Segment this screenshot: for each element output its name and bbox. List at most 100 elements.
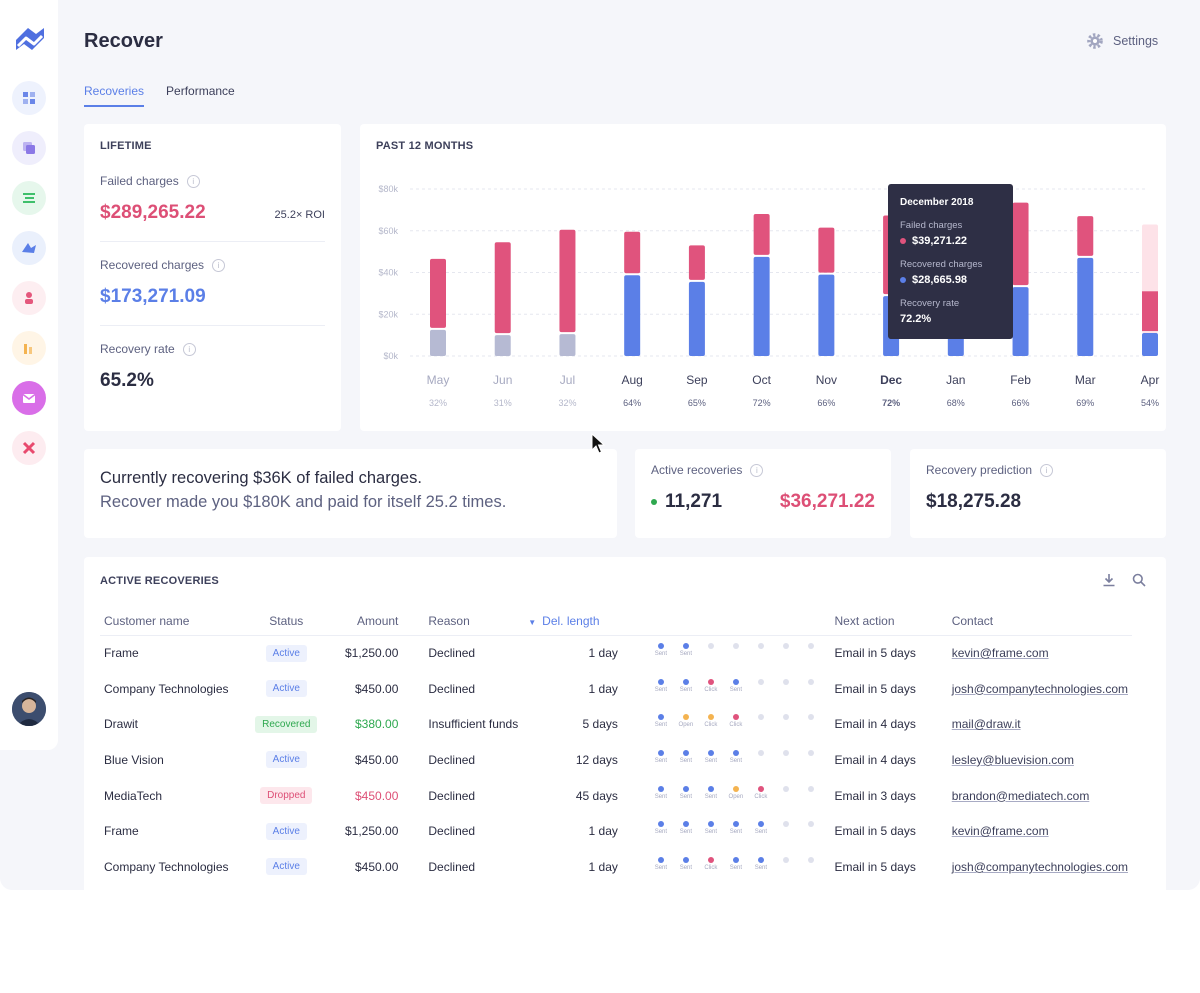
col-status[interactable]: Status xyxy=(251,607,322,636)
info-icon[interactable]: i xyxy=(750,463,764,477)
reason-cell: Declined xyxy=(428,752,476,767)
recoveries-table: Customer name Status Amount Reason ▼ Del.… xyxy=(100,607,1132,885)
step-dot: Sent xyxy=(652,643,670,659)
x-tick-label: Sep xyxy=(686,373,708,387)
next-action-cell: Email in 5 days xyxy=(834,859,916,874)
table-row[interactable]: Frame Active $1,250.00 Declined 1 day Sent Sen… xyxy=(100,635,1132,671)
step-dot: Sent xyxy=(652,785,670,802)
step-dot xyxy=(727,643,745,659)
search-icon[interactable] xyxy=(1132,573,1146,587)
summary-card: Currently recovering $36K of failed char… xyxy=(84,449,617,538)
recovered-charges-value: $173,271.09 xyxy=(100,286,206,307)
app-logo-icon[interactable] xyxy=(12,24,48,56)
table-row[interactable]: MediaTech Dropped $450.00 Declined 45 days Se… xyxy=(100,778,1132,814)
tooltip-recovered-label: Recovered charges xyxy=(900,259,983,270)
contact-link[interactable]: kevin@frame.com xyxy=(951,646,1049,661)
x-tick-label: Feb xyxy=(1010,373,1031,387)
col-contact[interactable]: Contact xyxy=(947,607,1132,636)
active-recoveries-card: Active recoveries i 11,271 $36,271.22 xyxy=(635,449,891,538)
user-avatar[interactable] xyxy=(12,692,46,726)
col-reason[interactable]: Reason xyxy=(402,607,523,636)
table-row[interactable]: Frame Active $1,250.00 Declined 1 day Sent Sen… xyxy=(100,813,1132,849)
customer-name: Company Technologies xyxy=(104,681,229,696)
step-dot: Sent xyxy=(677,643,695,659)
x-tick-label: Apr xyxy=(1141,373,1160,387)
step-dot: Sent xyxy=(677,856,695,873)
layers-icon[interactable] xyxy=(12,131,46,165)
recover-app: Recover Settings Recoveries Performance … xyxy=(12,24,1160,885)
info-icon[interactable]: i xyxy=(186,174,200,188)
reason-cell: Declined xyxy=(428,788,476,803)
contact-link[interactable]: mail@draw.it xyxy=(951,717,1021,732)
step-dot xyxy=(777,749,795,766)
step-dots: Sent Sent xyxy=(652,643,827,663)
bar-failed xyxy=(753,214,770,255)
x-icon[interactable] xyxy=(12,431,46,465)
bar-chart-icon[interactable] xyxy=(12,331,46,365)
step-dot xyxy=(802,821,820,837)
bar-recovered xyxy=(559,334,576,356)
info-icon[interactable]: i xyxy=(212,258,226,272)
contact-link[interactable]: kevin@frame.com xyxy=(951,824,1049,839)
next-action-cell: Email in 5 days xyxy=(834,681,916,696)
list-icon[interactable] xyxy=(12,181,46,215)
y-tick-label: $60k xyxy=(378,226,398,236)
tooltip-title: December 2018 xyxy=(900,197,974,208)
step-dot: Sent xyxy=(652,856,670,873)
step-dot: Sent xyxy=(727,821,745,837)
dashboard-icon[interactable] xyxy=(12,81,46,115)
info-icon[interactable]: i xyxy=(1040,463,1054,477)
tab-recoveries[interactable]: Recoveries xyxy=(84,84,145,107)
col-amount[interactable]: Amount xyxy=(321,607,403,636)
step-dot: Sent xyxy=(727,856,745,873)
recovered-dot-icon xyxy=(900,277,906,283)
step-dot: Click xyxy=(702,714,720,730)
rate-label: 66% xyxy=(1012,398,1030,408)
table-row[interactable]: Company Technologies Active $450.00 Decline… xyxy=(100,671,1132,707)
col-next-action[interactable]: Next action xyxy=(830,607,948,636)
x-tick-label: Mar xyxy=(1075,373,1096,387)
bar-recovered xyxy=(430,329,446,356)
step-dot: Sent xyxy=(702,785,720,802)
step-dots: Sent Open Click Click xyxy=(652,714,827,734)
step-dot xyxy=(752,749,770,766)
tooltip-failed-label: Failed charges xyxy=(900,220,963,231)
step-dot xyxy=(777,785,795,802)
bar-failed xyxy=(624,231,641,274)
table-row[interactable]: Drawit Recovered $380.00 Insufficient funds… xyxy=(100,706,1132,742)
step-dot xyxy=(802,856,820,873)
contact-link[interactable]: lesley@bluevision.com xyxy=(951,752,1074,767)
sort-down-icon: ▼ xyxy=(528,617,537,627)
contact-link[interactable]: brandon@mediatech.com xyxy=(951,788,1090,803)
step-dot xyxy=(752,714,770,730)
status-badge: Active xyxy=(265,751,307,769)
col-del-length-label: Del. length xyxy=(542,613,600,628)
amount-cell: $1,250.00 xyxy=(345,824,399,839)
analytics-icon[interactable] xyxy=(12,231,46,265)
del-length-cell: 1 day xyxy=(588,824,618,839)
contact-link[interactable]: josh@companytechnologies.com xyxy=(951,859,1128,874)
col-del-length[interactable]: ▼ Del. length xyxy=(522,607,622,636)
contact-link[interactable]: josh@companytechnologies.com xyxy=(951,681,1128,696)
download-icon[interactable] xyxy=(1102,573,1116,587)
tab-performance[interactable]: Performance xyxy=(166,84,235,98)
settings-button[interactable]: Settings xyxy=(1086,32,1158,50)
tooltip-recovered-value: $28,665.98 xyxy=(912,274,968,286)
mail-icon[interactable] xyxy=(12,381,46,415)
bar-failed xyxy=(1012,202,1029,286)
x-tick-label: Jul xyxy=(560,373,575,387)
table-fade-overlay xyxy=(84,888,1166,928)
step-dot xyxy=(777,714,795,730)
col-customer-name[interactable]: Customer name xyxy=(100,607,252,636)
rate-label: 65% xyxy=(688,398,706,408)
user-icon[interactable] xyxy=(12,281,46,315)
info-icon[interactable]: i xyxy=(182,342,196,356)
x-tick-label: Oct xyxy=(752,373,771,387)
step-dot: Click xyxy=(727,714,745,730)
active-recoveries-label: Active recoveries xyxy=(651,463,743,477)
lifetime-heading: LIFETIME xyxy=(100,140,152,152)
rate-label: 69% xyxy=(1076,398,1094,408)
table-row[interactable]: Company Technologies Active $450.00 Decline… xyxy=(100,849,1132,885)
col-steps xyxy=(621,607,831,636)
table-row[interactable]: Blue Vision Active $450.00 Declined 12 days S… xyxy=(100,742,1132,778)
